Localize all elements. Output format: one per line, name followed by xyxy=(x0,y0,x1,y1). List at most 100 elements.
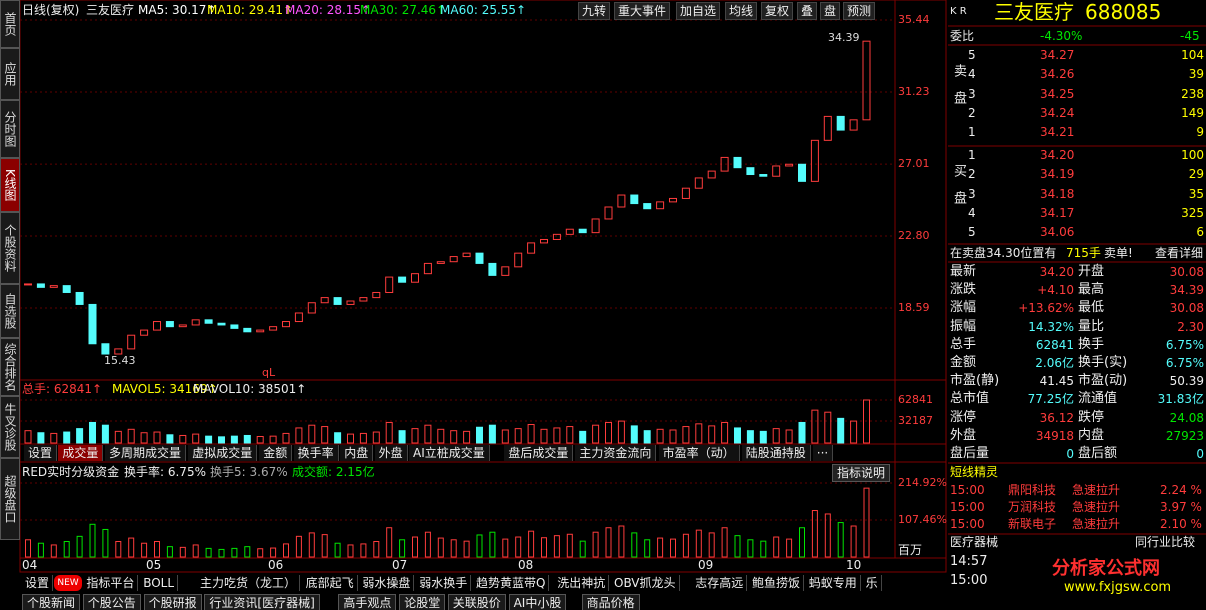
news-tab[interactable]: AI中小股 xyxy=(508,594,567,610)
candle xyxy=(475,252,484,264)
indicator-bar xyxy=(25,539,31,558)
panel-frame xyxy=(19,0,947,573)
top-button[interactable]: 盘 xyxy=(820,2,841,20)
volume-tab[interactable]: ··· xyxy=(812,445,834,461)
top-button[interactable]: 均线 xyxy=(725,2,758,20)
volume-tab[interactable]: 主力资金流向 xyxy=(575,445,657,461)
stat-value: 34.39 xyxy=(1169,283,1204,298)
news-tab[interactable]: 个股研报 xyxy=(143,594,202,610)
time: 14:57 xyxy=(950,554,988,569)
help-button[interactable]: 指标说明 xyxy=(832,464,891,482)
news-tab[interactable]: 行业资讯[医疗器械] xyxy=(204,594,320,610)
news-tab[interactable]: 个股新闻 xyxy=(22,594,81,610)
side-tab[interactable]: 综合排名 xyxy=(0,338,20,396)
indicator-bar xyxy=(695,529,702,558)
toolbar-item[interactable]: 蚂蚁专用 xyxy=(806,575,861,591)
indicator-bar xyxy=(102,528,109,558)
lots: 9 xyxy=(1196,125,1204,140)
candle xyxy=(333,297,342,305)
volume-tab[interactable]: 成交量 xyxy=(58,445,104,461)
top-button[interactable]: 叠 xyxy=(797,2,818,20)
price: 34.19 xyxy=(1040,167,1075,182)
indicator-bar xyxy=(218,548,225,558)
volume-tab[interactable]: 多周期成交量 xyxy=(105,445,187,461)
volume-tab[interactable]: 虚拟成交量 xyxy=(188,445,258,461)
toolbar-item[interactable]: 志存高远 xyxy=(692,575,748,591)
volume-bar xyxy=(424,424,432,444)
level: 1 xyxy=(968,148,976,162)
volume-bar xyxy=(656,428,664,444)
level: 5 xyxy=(968,225,976,240)
indicator-bar xyxy=(63,541,70,558)
side-tab[interactable]: 分时图 xyxy=(0,100,20,158)
stat-label: 换手(实) xyxy=(1078,355,1128,370)
news-tab[interactable]: 高手观点 xyxy=(338,594,397,610)
side-tab[interactable]: 牛叉诊股 xyxy=(0,396,20,458)
stat-label: 跌停 xyxy=(1078,409,1105,425)
volume-tab[interactable]: 市盈率（动） xyxy=(658,445,740,461)
volume-tab[interactable]: 外盘 xyxy=(374,445,408,461)
pct: 2.24 % xyxy=(1160,483,1202,497)
top-button[interactable]: 九转 xyxy=(578,2,611,20)
volume-bar xyxy=(230,435,238,444)
toolbar-item[interactable]: 洗出神抗 xyxy=(554,575,610,591)
side-tab[interactable]: 应用 xyxy=(0,48,20,100)
y-tick-label: 18.59 xyxy=(898,301,930,314)
volume-tab[interactable]: 陆股通持股 xyxy=(741,445,811,461)
y-tick-label: 27.01 xyxy=(898,157,930,170)
toolbar-item[interactable]: 弱水换手 xyxy=(416,575,472,591)
volume-tab[interactable]: 设置 xyxy=(24,445,58,461)
toolbar-item[interactable]: 设置 xyxy=(22,575,54,591)
detail[interactable]: 查看详细 xyxy=(1155,246,1204,260)
compare[interactable]: 同行业比较 xyxy=(1135,535,1196,549)
news-tab[interactable]: 个股公告 xyxy=(82,594,141,610)
side-tab[interactable]: 超级盘口 xyxy=(0,458,20,540)
toolbar-item[interactable]: NEW xyxy=(54,575,82,591)
top-button[interactable]: 重大事件 xyxy=(614,2,671,20)
indicator-bar xyxy=(463,540,470,558)
stock: 鼎阳科技 xyxy=(1008,483,1057,497)
top-button[interactable]: 预测 xyxy=(843,2,876,20)
volume-tab[interactable]: AI立桩成交量 xyxy=(409,445,490,461)
volume-tab[interactable]: 金额 xyxy=(259,445,293,461)
toolbar-item[interactable]: 指标平台 xyxy=(83,575,139,591)
stat-value: 30.08 xyxy=(1169,301,1204,316)
news-tab[interactable]: 关联股价 xyxy=(447,594,506,610)
side-tab[interactable]: 个股资料 xyxy=(0,212,20,284)
volume-tab[interactable]: 换手率 xyxy=(293,445,339,461)
toolbar-item[interactable]: 弱水操盘 xyxy=(359,575,415,591)
volume-tab[interactable]: 盘后成交量 xyxy=(504,445,574,461)
indicator-bar xyxy=(50,544,57,558)
toolbar-item[interactable]: 底部起飞 xyxy=(303,575,358,591)
volume-bar xyxy=(205,435,213,444)
stat-value: 62841 xyxy=(1035,337,1074,352)
lots: 6 xyxy=(1196,225,1204,240)
stat-value: 6.75% xyxy=(1165,337,1204,352)
news-tab[interactable]: 商品价格 xyxy=(581,594,640,610)
ma-label: MA20: 28.15↑ xyxy=(285,3,372,17)
toolbar-item[interactable]: 鲍鱼捞饭 xyxy=(749,575,805,591)
toolbar-item[interactable]: 趋势黄蓝带Q xyxy=(473,575,550,591)
volume-bar xyxy=(501,429,509,444)
side-tab[interactable]: 首页 xyxy=(0,0,20,48)
candle xyxy=(307,302,316,314)
side-tab[interactable]: 自选股 xyxy=(0,284,20,338)
indicator-bar xyxy=(747,539,754,558)
toolbar-item[interactable]: 乐 xyxy=(863,575,882,591)
toolbar-item[interactable]: 主力吃货（龙工） xyxy=(197,575,301,591)
volume-tab[interactable]: 内盘 xyxy=(340,445,374,461)
stock-name: 三友医疗 xyxy=(86,3,135,17)
indicator-bar xyxy=(179,546,186,558)
ind-header: 换手5: 3.67% xyxy=(210,465,288,479)
top-button[interactable]: 加自选 xyxy=(676,2,721,20)
toolbar-item[interactable]: BOLL xyxy=(140,575,179,591)
stat-label: 市盈(静) xyxy=(950,373,1000,389)
lots: 29 xyxy=(1188,167,1204,182)
top-button[interactable]: 复权 xyxy=(761,2,794,20)
toolbar-item[interactable]: OBV抓龙头 xyxy=(611,575,680,591)
volume-bar xyxy=(476,426,483,444)
side-tab[interactable]: K线图 xyxy=(0,158,20,212)
volume-bar xyxy=(734,427,741,444)
stat-label: 振幅 xyxy=(950,318,977,334)
news-tab[interactable]: 论股堂 xyxy=(399,594,446,610)
